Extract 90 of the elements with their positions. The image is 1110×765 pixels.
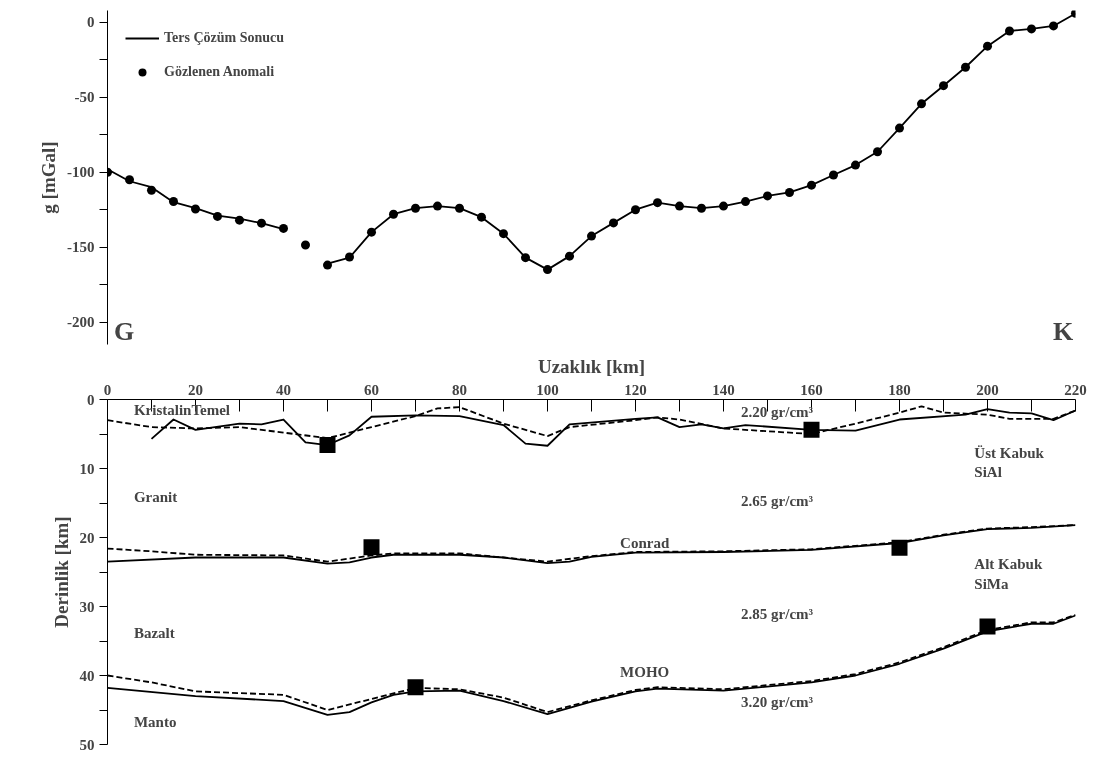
point — [279, 223, 288, 233]
point — [807, 180, 816, 190]
point — [319, 437, 336, 454]
point — [1027, 24, 1036, 34]
y-tick-label: 40 — [79, 667, 95, 684]
point — [411, 203, 420, 213]
point — [917, 99, 926, 109]
y-tick-label: -150 — [67, 239, 95, 256]
y-tick-label: 50 — [79, 736, 95, 753]
point — [895, 123, 904, 133]
point — [979, 618, 996, 635]
y-tick-label: -50 — [74, 89, 95, 106]
annotation: Bazalt — [133, 624, 175, 641]
point — [587, 231, 596, 241]
legend-label: Gözlenen Anomali — [164, 64, 275, 80]
x-tick-label: 200 — [976, 381, 999, 398]
annotation: 2.20 gr/cm³ — [741, 403, 814, 420]
y-tick-label: -100 — [67, 164, 95, 181]
annotation: MOHO — [620, 664, 670, 681]
annotation: Üst Kabuk SiAl — [974, 444, 1045, 480]
y-tick-label: -200 — [67, 314, 95, 331]
y-tick-label: 20 — [79, 529, 95, 546]
legend-label: Ters Çözüm Sonucu — [164, 30, 285, 46]
point — [125, 175, 134, 185]
point — [939, 81, 948, 91]
y-tick-label: 30 — [79, 598, 95, 615]
x-tick-label: 40 — [276, 381, 291, 398]
annotation: 2.85 gr/cm³ — [741, 606, 814, 623]
point — [407, 679, 424, 696]
point — [235, 215, 244, 225]
x-axis-title: Uzaklık [km] — [537, 355, 646, 377]
annotation: G — [114, 316, 135, 346]
x-tick-label: 120 — [624, 381, 647, 398]
annotation: Granit — [133, 489, 178, 506]
annotation: 2.65 gr/cm³ — [741, 492, 814, 509]
y-axis-title: g [mGal] — [38, 141, 59, 214]
point — [363, 539, 380, 556]
point — [301, 240, 310, 250]
point — [1049, 21, 1058, 31]
point — [477, 212, 486, 222]
x-tick-label: 20 — [188, 381, 203, 398]
point — [213, 211, 222, 221]
point — [499, 229, 508, 239]
point — [455, 203, 464, 213]
annotation: 3.20 gr/cm³ — [741, 694, 814, 711]
point — [191, 204, 200, 214]
point — [851, 160, 860, 170]
x-tick-label: 0 — [103, 381, 112, 398]
point — [891, 539, 908, 556]
point — [697, 203, 706, 213]
point — [147, 185, 156, 195]
point — [521, 253, 530, 263]
annotation: Manto — [133, 713, 177, 730]
point — [763, 191, 772, 201]
annotation: K — [1053, 316, 1075, 346]
y-tick-label: 10 — [79, 460, 95, 477]
point — [543, 265, 552, 275]
point — [345, 252, 354, 262]
point — [433, 201, 442, 211]
x-tick-label: 100 — [536, 381, 559, 398]
point — [257, 218, 266, 228]
y-tick-label: 0 — [87, 14, 95, 31]
x-tick-label: 180 — [888, 381, 911, 398]
x-tick-label: 160 — [800, 381, 823, 398]
point — [675, 201, 684, 211]
point — [323, 260, 332, 270]
annotation: Alt Kabuk SiMa — [974, 556, 1043, 592]
point — [631, 205, 640, 215]
point — [565, 251, 574, 261]
point — [983, 41, 992, 51]
point — [803, 421, 820, 438]
annotation: Conrad — [620, 535, 670, 552]
point — [829, 170, 838, 180]
point — [873, 147, 882, 157]
point — [741, 197, 750, 207]
point — [389, 209, 398, 219]
annotation: KristalinTemel — [133, 401, 231, 418]
point — [169, 196, 178, 206]
y-axis-title: Derinlik [km] — [50, 516, 72, 628]
point — [719, 201, 728, 211]
x-tick-label: 60 — [364, 381, 379, 398]
point — [785, 187, 794, 197]
point — [609, 218, 618, 228]
x-tick-label: 140 — [712, 381, 735, 398]
x-tick-label: 80 — [452, 381, 467, 398]
point — [367, 227, 376, 237]
x-tick-label: 220 — [1064, 381, 1087, 398]
point — [1005, 26, 1014, 36]
point — [961, 62, 970, 72]
point — [653, 198, 662, 208]
